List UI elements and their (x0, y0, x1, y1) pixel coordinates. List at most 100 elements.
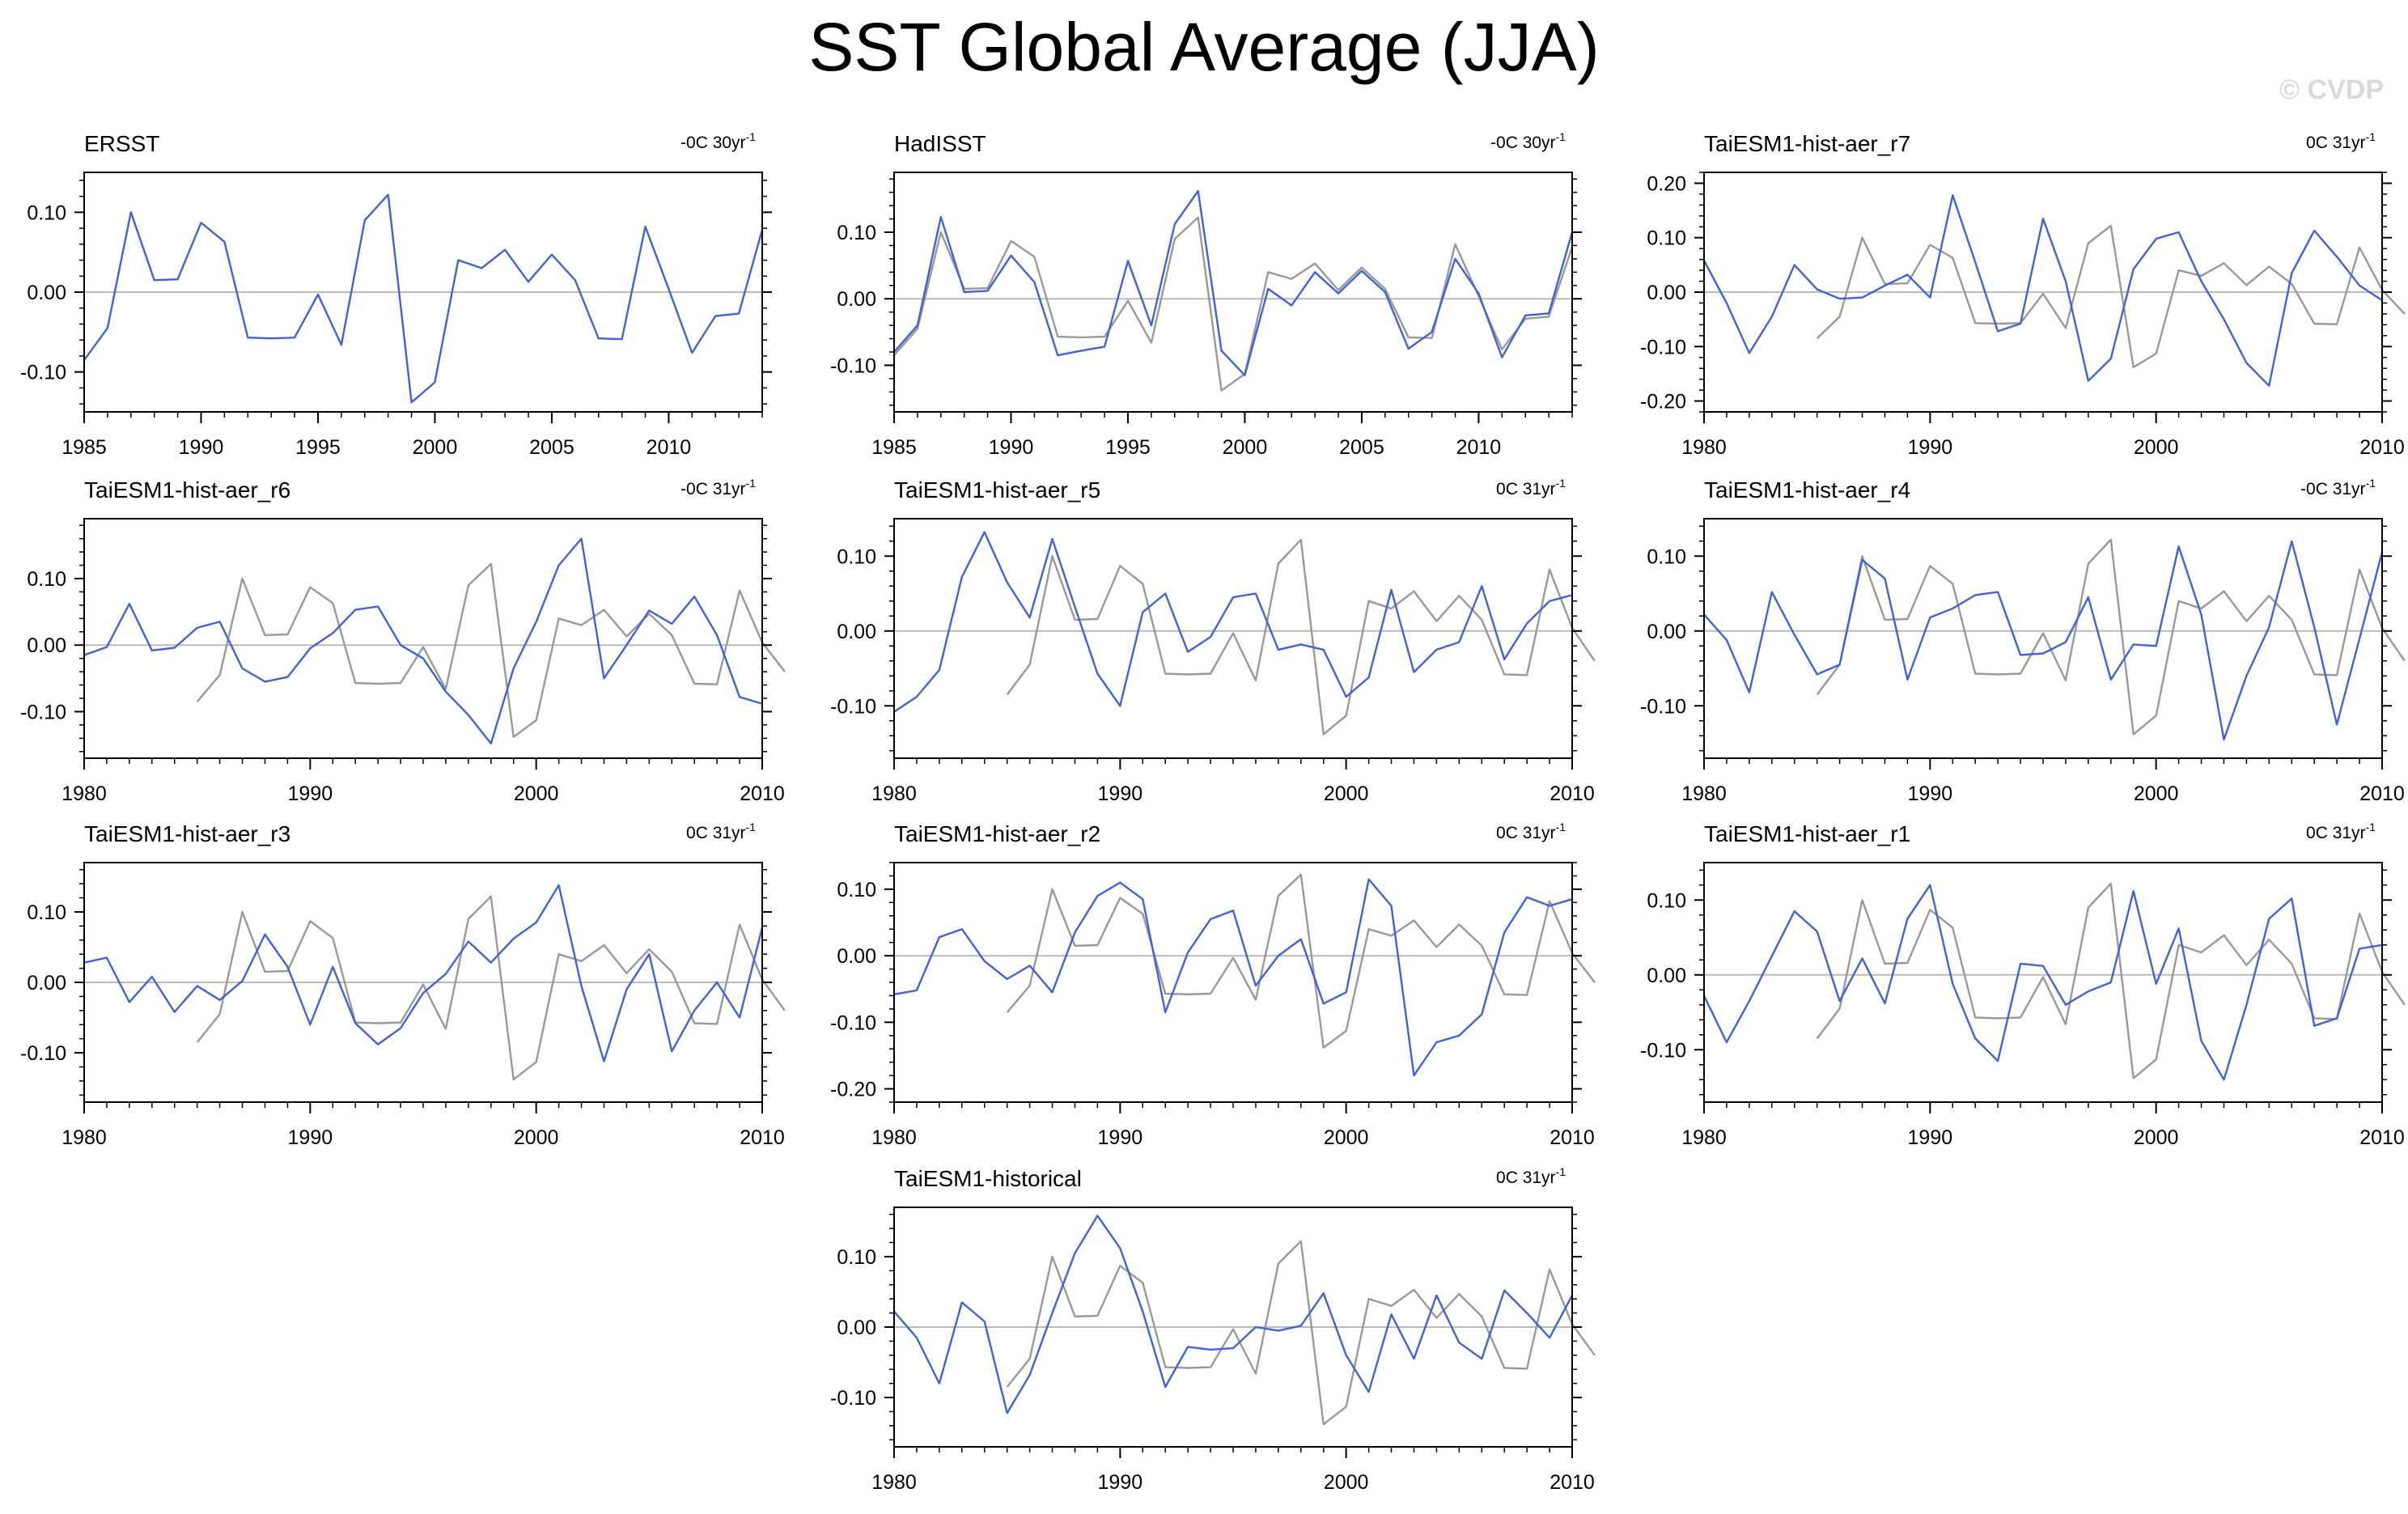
x-tick-label: 1995 (295, 436, 341, 459)
x-tick-label: 1980 (1681, 1126, 1727, 1149)
trend-label: 0C 31yr-1 (1496, 1165, 1566, 1187)
trend-label: -0C 30yr-1 (680, 130, 756, 152)
x-tick-label: 1985 (871, 436, 917, 459)
panel-8: TaiESM1-hist-aer_r2 0C 31yr-1 -0.20 -0.10 0.… (830, 821, 1596, 1149)
trend-label: -0C 31yr-1 (2300, 477, 2376, 498)
figure-title: SST Global Average (JJA) (808, 9, 1600, 85)
series-line-ERSST (83, 193, 764, 404)
series-line-ERSST (1816, 538, 2406, 736)
x-tick-label: 2010 (740, 782, 785, 805)
y-tick-label: 0.10 (27, 201, 66, 224)
plot-frame (1703, 862, 2383, 1103)
panel-1: ERSST -0C 30yr-1 -0.10 0.00 0.10 1985 1990 1995… (20, 130, 772, 459)
x-tick-label: 1980 (61, 782, 107, 805)
y-tick-label: 0.10 (837, 879, 876, 901)
x-tick-label: 2010 (1550, 1126, 1595, 1149)
x-tick-label: 1980 (1681, 782, 1727, 805)
y-tick-label: 0.10 (837, 545, 876, 568)
x-tick-label: 1980 (871, 1471, 917, 1494)
series-line-TaiESM1-hist-aer_r7 (1702, 194, 2383, 387)
series-line-HadISST (893, 189, 1574, 376)
y-tick-label: 0.00 (27, 634, 66, 657)
x-tick-label: 1980 (61, 1126, 107, 1149)
x-tick-label: 2000 (1324, 1471, 1369, 1494)
x-tick-label: 2010 (740, 1126, 785, 1149)
panel-title: TaiESM1-hist-aer_r7 (1704, 131, 1910, 156)
y-tick-label: 0.10 (837, 222, 876, 244)
y-tick-label: 0.00 (837, 945, 876, 968)
panel-10: TaiESM1-historical 0C 31yr-1 -0.10 0.00 0.10… (830, 1165, 1596, 1494)
x-tick-label: 1990 (1098, 1126, 1143, 1149)
y-tick-label: -0.10 (830, 354, 876, 377)
series-line-TaiESM1-historical (893, 1215, 1574, 1414)
y-tick-label: -0.10 (1640, 1039, 1686, 1062)
y-tick-label: -0.10 (830, 1011, 876, 1034)
x-tick-label: 1980 (871, 1126, 917, 1149)
y-tick-label: 0.10 (27, 568, 66, 591)
x-tick-label: 1980 (1681, 436, 1727, 459)
panel-title: TaiESM1-hist-aer_r4 (1704, 477, 1910, 503)
x-tick-label: 2010 (2359, 436, 2405, 459)
y-tick-label: 0.00 (837, 621, 876, 643)
x-tick-label: 2005 (529, 436, 574, 459)
y-tick-label: -0.10 (20, 362, 66, 384)
x-tick-label: 1985 (61, 436, 107, 459)
trend-label: 0C 31yr-1 (1496, 821, 1566, 842)
x-tick-label: 2000 (514, 1126, 559, 1149)
series-line-ERSST (1816, 882, 2406, 1079)
x-tick-label: 2000 (2134, 436, 2179, 459)
panel-4: TaiESM1-hist-aer_r6 -0C 31yr-1 -0.10 0.00 0.… (20, 477, 786, 805)
panel-2: HadISST -0C 30yr-1 -0.10 0.00 0.10 1985 1990 19… (830, 130, 1582, 459)
panel-title: TaiESM1-historical (894, 1166, 1082, 1191)
x-tick-label: 2010 (1550, 782, 1595, 805)
y-tick-label: 0.10 (1647, 545, 1686, 568)
y-tick-label: -0.10 (1640, 695, 1686, 718)
series-line-ERSST (893, 216, 1574, 392)
plot-frame (893, 518, 1573, 759)
trend-label: 0C 31yr-1 (686, 821, 756, 842)
panel-title: TaiESM1-hist-aer_r5 (894, 477, 1100, 503)
series-line-ERSST (196, 562, 786, 738)
plot-frame (893, 862, 1573, 1103)
x-tick-label: 2000 (2134, 1126, 2179, 1149)
panel-6: TaiESM1-hist-aer_r4 -0C 31yr-1 -0.10 0.00 0.… (1640, 477, 2406, 805)
series-line-ERSST (1816, 224, 2406, 368)
x-tick-label: 1990 (288, 1126, 333, 1149)
trend-label: 0C 31yr-1 (2306, 130, 2376, 152)
x-tick-label: 1995 (1105, 436, 1151, 459)
trend-label: -0C 30yr-1 (1490, 130, 1566, 152)
panel-7: TaiESM1-hist-aer_r3 0C 31yr-1 -0.10 0.00 0.1… (20, 821, 786, 1149)
trend-label: 0C 31yr-1 (1496, 477, 1566, 498)
plot-frame (893, 172, 1573, 413)
x-tick-label: 1990 (1908, 436, 1953, 459)
panel-title: TaiESM1-hist-aer_r3 (84, 821, 290, 846)
panel-title: TaiESM1-hist-aer_r2 (894, 821, 1100, 846)
y-tick-label: 0.00 (1647, 965, 1686, 987)
x-tick-label: 1990 (1098, 1471, 1143, 1494)
cvdp-watermark: © CVDP (2279, 74, 2384, 105)
series-line-ERSST (1006, 1240, 1596, 1426)
y-tick-label: -0.10 (1640, 336, 1686, 358)
x-tick-label: 2000 (1324, 782, 1369, 805)
trend-label: 0C 31yr-1 (2306, 821, 2376, 842)
x-tick-label: 2000 (1324, 1126, 1369, 1149)
x-tick-label: 2010 (647, 436, 692, 459)
series-line-TaiESM1-hist-aer_r4 (1703, 540, 2384, 741)
trend-label: -0C 31yr-1 (680, 477, 756, 498)
y-tick-label: 0.00 (1647, 282, 1686, 304)
panel-title: HadISST (894, 131, 986, 156)
y-tick-label: 0.20 (1647, 172, 1686, 195)
y-tick-label: 0.00 (1647, 621, 1686, 643)
series-line-TaiESM1-hist-aer_r3 (83, 884, 764, 1062)
y-tick-label: 0.00 (27, 282, 66, 304)
x-tick-label: 2010 (2359, 1126, 2405, 1149)
y-tick-label: 0.00 (27, 972, 66, 994)
x-tick-label: 1990 (1908, 1126, 1953, 1149)
y-tick-label: 0.10 (27, 901, 66, 924)
series-line-ERSST (1006, 538, 1596, 736)
panel-title: TaiESM1-hist-aer_r1 (1704, 821, 1910, 846)
y-tick-label: -0.10 (830, 695, 876, 718)
series-line-TaiESM1-hist-aer_r5 (893, 531, 1573, 713)
x-tick-label: 2000 (1223, 436, 1268, 459)
